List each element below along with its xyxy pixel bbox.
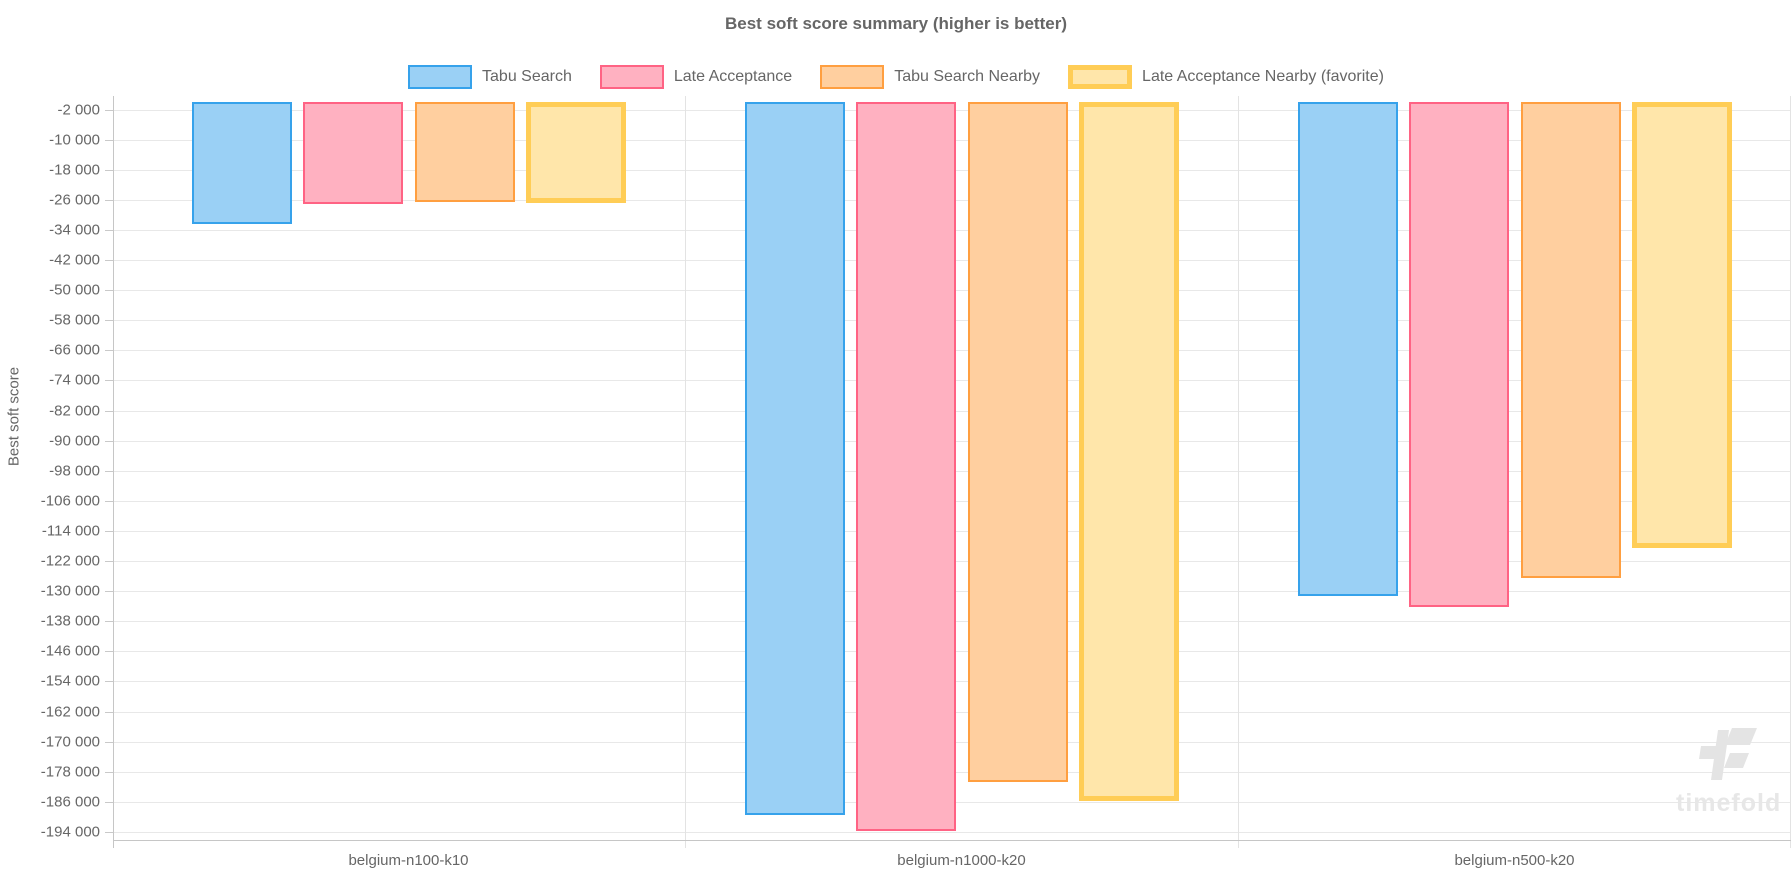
y-tick-label: -58 000 [49, 311, 100, 329]
y-gridline [113, 831, 1791, 833]
legend-label: Tabu Search [482, 68, 572, 85]
y-tick-mark [105, 290, 113, 292]
timefold-logo-icon [1699, 728, 1757, 780]
y-tick-label: -2 000 [57, 101, 100, 119]
y-tick-label: -26 000 [49, 191, 100, 209]
bar-tabu-search-nearby[interactable] [967, 102, 1068, 783]
bar-tabu-search[interactable] [745, 102, 845, 815]
legend-label: Late Acceptance Nearby (favorite) [1142, 68, 1384, 85]
y-tick-label: -170 000 [40, 733, 100, 751]
y-tick-label: -162 000 [40, 703, 100, 721]
bar-late-acceptance-nearby-favorite[interactable] [525, 102, 626, 203]
y-tick-mark [105, 260, 113, 262]
timefold-watermark-text: timefold [1676, 789, 1782, 817]
y-axis-line [113, 96, 114, 848]
y-tick-label: -194 000 [40, 823, 100, 841]
y-tick-label: -90 000 [49, 432, 100, 450]
y-tick-label: -42 000 [49, 251, 100, 269]
y-tick-mark [105, 591, 113, 593]
y-tick-mark [105, 651, 113, 653]
y-tick-mark [105, 169, 113, 171]
y-tick-label: -186 000 [40, 793, 100, 811]
legend-label: Late Acceptance [673, 68, 793, 85]
y-tick-mark [105, 320, 113, 322]
y-tick-label: -50 000 [49, 281, 100, 299]
y-tick-label: -114 000 [41, 522, 100, 540]
bar-tabu-search[interactable] [1298, 102, 1398, 596]
y-tick-mark [105, 530, 113, 532]
x-category-label: belgium-n1000-k20 [897, 852, 1026, 869]
y-tick-mark [105, 801, 113, 803]
category-separator [1790, 96, 1791, 848]
y-tick-label: -122 000 [40, 552, 100, 570]
legend-item[interactable]: Tabu Search [408, 65, 572, 89]
bar-late-acceptance-nearby-favorite[interactable] [1631, 102, 1732, 548]
y-tick-mark [105, 139, 113, 141]
chart-legend: Tabu Search Late Acceptance Tabu Search Ne… [0, 65, 1792, 89]
y-tick-mark [105, 561, 113, 563]
bar-late-acceptance[interactable] [856, 102, 957, 831]
x-axis-line [113, 840, 1791, 841]
legend-swatch [1068, 65, 1133, 89]
x-category-label: belgium-n500-k20 [1454, 852, 1575, 869]
y-tick-label: -154 000 [40, 672, 100, 690]
y-tick-mark [105, 350, 113, 352]
legend-item[interactable]: Tabu Search Nearby [820, 65, 1040, 89]
y-tick-label: -18 000 [49, 161, 100, 179]
y-tick-label: -74 000 [49, 371, 100, 389]
y-tick-mark [105, 109, 113, 111]
x-category-label: belgium-n100-k10 [348, 852, 469, 869]
bar-late-acceptance[interactable] [1409, 102, 1510, 607]
y-tick-mark [105, 229, 113, 231]
y-tick-label: -10 000 [49, 131, 100, 149]
y-tick-mark [105, 711, 113, 713]
category-separator [1238, 96, 1239, 848]
y-tick-mark [105, 410, 113, 412]
y-tick-mark [105, 440, 113, 442]
y-tick-mark [105, 621, 113, 623]
y-tick-mark [105, 199, 113, 201]
bar-tabu-search-nearby[interactable] [1520, 102, 1621, 579]
y-tick-label: -98 000 [49, 462, 100, 480]
y-tick-mark [105, 771, 113, 773]
y-tick-mark [105, 470, 113, 472]
y-tick-mark [105, 831, 113, 833]
y-tick-mark [105, 500, 113, 502]
chart-title: Best soft score summary (higher is bette… [725, 14, 1067, 33]
y-tick-label: -138 000 [40, 612, 100, 630]
bar-late-acceptance-nearby-favorite[interactable] [1078, 102, 1179, 802]
y-tick-mark [105, 380, 113, 382]
bar-tabu-search[interactable] [192, 102, 292, 225]
y-tick-mark [105, 681, 113, 683]
legend-label: Tabu Search Nearby [894, 68, 1041, 85]
bar-late-acceptance[interactable] [303, 102, 404, 205]
y-tick-label: -106 000 [40, 492, 100, 510]
legend-swatch [599, 65, 664, 89]
legend-swatch [408, 65, 473, 89]
bar-tabu-search-nearby[interactable] [414, 102, 515, 203]
legend-swatch [820, 65, 885, 89]
y-tick-label: -130 000 [40, 582, 100, 600]
y-tick-label: -82 000 [49, 402, 100, 420]
timefold-watermark: timefold [1676, 726, 1782, 818]
legend-item[interactable]: Late Acceptance Nearby (favorite) [1068, 65, 1384, 89]
y-tick-label: -178 000 [40, 763, 100, 781]
legend-item[interactable]: Late Acceptance [599, 65, 793, 89]
y-tick-mark [105, 741, 113, 743]
category-separator [685, 96, 686, 848]
y-tick-label: -66 000 [49, 341, 100, 359]
y-tick-label: -146 000 [40, 642, 100, 660]
y-tick-label: -34 000 [49, 221, 100, 239]
